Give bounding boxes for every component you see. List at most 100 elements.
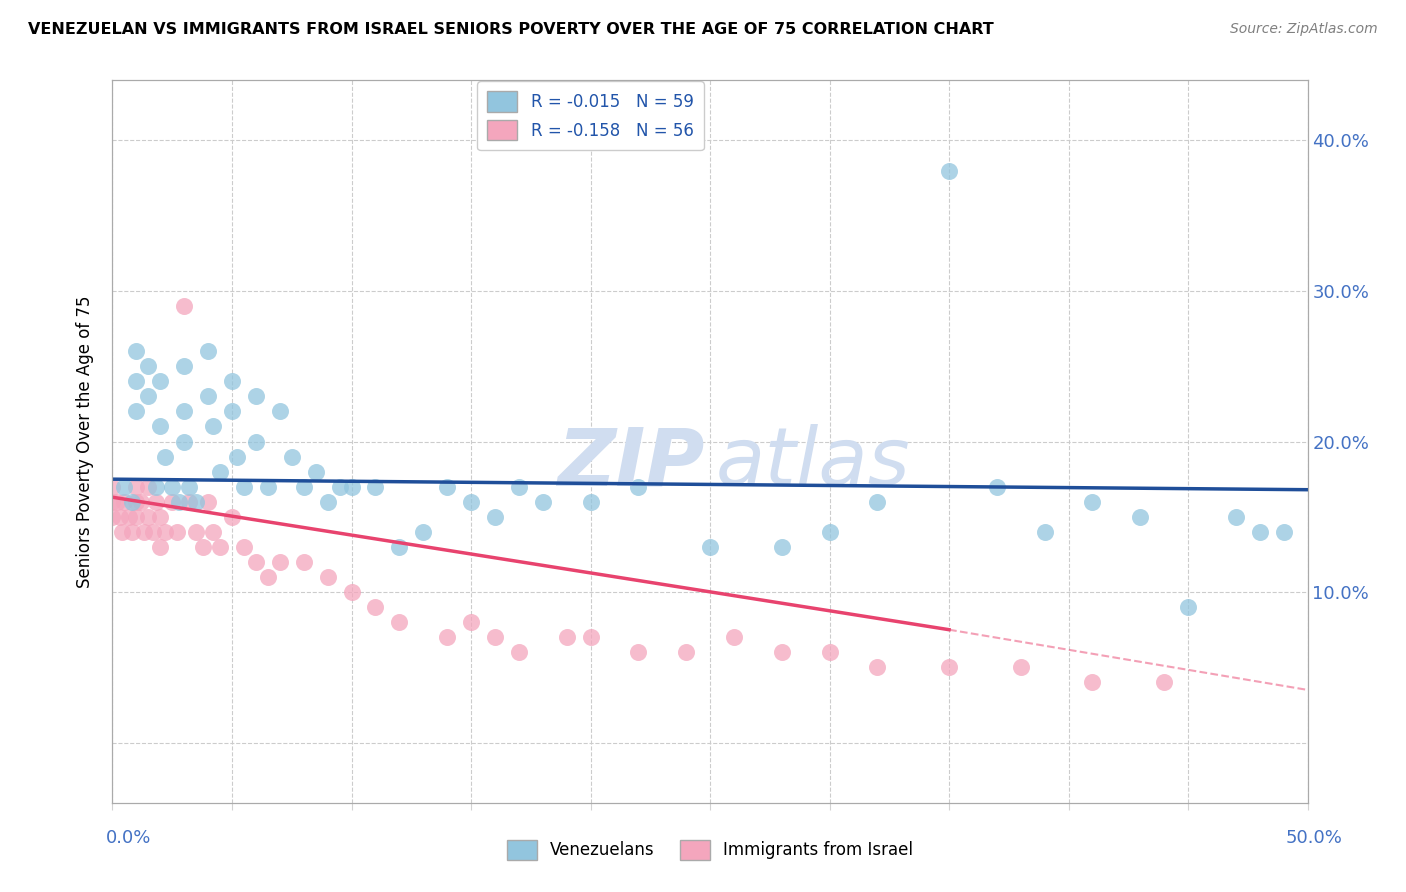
Point <box>675 645 697 659</box>
Point <box>245 434 267 449</box>
Point <box>723 630 745 644</box>
Point <box>436 480 458 494</box>
Point <box>209 540 232 554</box>
Point <box>132 524 155 539</box>
Point <box>149 374 172 388</box>
Point <box>149 509 172 524</box>
Point <box>201 419 224 434</box>
Point <box>364 600 387 615</box>
Point <box>138 480 160 494</box>
Point <box>1033 524 1056 539</box>
Text: 0.0%: 0.0% <box>105 829 150 847</box>
Point <box>627 480 650 494</box>
Point <box>138 389 160 403</box>
Point <box>197 389 219 403</box>
Point <box>201 524 224 539</box>
Point <box>340 480 363 494</box>
Point <box>305 465 328 479</box>
Point <box>508 480 530 494</box>
Point <box>281 450 304 464</box>
Point <box>818 645 841 659</box>
Text: ZIP: ZIP <box>557 425 704 502</box>
Point <box>257 570 280 584</box>
Point <box>111 524 134 539</box>
Point <box>125 480 148 494</box>
Point <box>129 494 152 508</box>
Point <box>627 645 650 659</box>
Text: VENEZUELAN VS IMMIGRANTS FROM ISRAEL SENIORS POVERTY OVER THE AGE OF 75 CORRELAT: VENEZUELAN VS IMMIGRANTS FROM ISRAEL SEN… <box>28 22 994 37</box>
Point <box>169 494 191 508</box>
Point <box>699 540 721 554</box>
Point <box>125 494 148 508</box>
Legend: Venezuelans, Immigrants from Israel: Venezuelans, Immigrants from Israel <box>501 833 920 867</box>
Point <box>221 404 243 418</box>
Point <box>938 660 960 674</box>
Point <box>460 494 482 508</box>
Point <box>221 509 243 524</box>
Point <box>508 645 530 659</box>
Point <box>316 570 339 584</box>
Point <box>1177 600 1199 615</box>
Point <box>186 494 208 508</box>
Point <box>257 480 280 494</box>
Point <box>101 494 124 508</box>
Point <box>197 494 219 508</box>
Point <box>114 494 135 508</box>
Point <box>125 404 148 418</box>
Point <box>364 480 387 494</box>
Point <box>818 524 841 539</box>
Point <box>177 480 200 494</box>
Point <box>121 524 143 539</box>
Point <box>1081 494 1104 508</box>
Point <box>436 630 458 644</box>
Point <box>118 509 141 524</box>
Point <box>193 540 215 554</box>
Point <box>1081 675 1104 690</box>
Point <box>162 494 183 508</box>
Point <box>101 480 124 494</box>
Point <box>1225 509 1247 524</box>
Point <box>142 524 165 539</box>
Point <box>329 480 352 494</box>
Point <box>1153 675 1175 690</box>
Text: atlas: atlas <box>716 425 911 502</box>
Point <box>173 434 195 449</box>
Point <box>197 344 219 359</box>
Point <box>316 494 339 508</box>
Point <box>245 555 267 569</box>
Point <box>245 389 267 403</box>
Point <box>177 494 200 508</box>
Point <box>233 480 256 494</box>
Point <box>1129 509 1152 524</box>
Point <box>153 524 176 539</box>
Point <box>225 450 247 464</box>
Point <box>340 585 363 599</box>
Point <box>388 540 411 554</box>
Point <box>555 630 578 644</box>
Point <box>579 494 602 508</box>
Point <box>108 509 131 524</box>
Point <box>173 404 195 418</box>
Point <box>938 163 960 178</box>
Point <box>173 299 195 313</box>
Point <box>986 480 1008 494</box>
Point <box>125 509 148 524</box>
Text: Source: ZipAtlas.com: Source: ZipAtlas.com <box>1230 22 1378 37</box>
Point <box>121 494 143 508</box>
Point <box>866 660 889 674</box>
Point <box>138 509 160 524</box>
Point <box>866 494 889 508</box>
Point <box>101 509 124 524</box>
Point <box>579 630 602 644</box>
Point <box>460 615 482 630</box>
Point <box>221 374 243 388</box>
Point <box>412 524 434 539</box>
Point <box>1010 660 1032 674</box>
Point <box>233 540 256 554</box>
Point <box>125 374 148 388</box>
Point <box>292 480 315 494</box>
Point <box>1249 524 1271 539</box>
Point <box>153 450 176 464</box>
Point <box>209 465 232 479</box>
Text: 50.0%: 50.0% <box>1286 829 1343 847</box>
